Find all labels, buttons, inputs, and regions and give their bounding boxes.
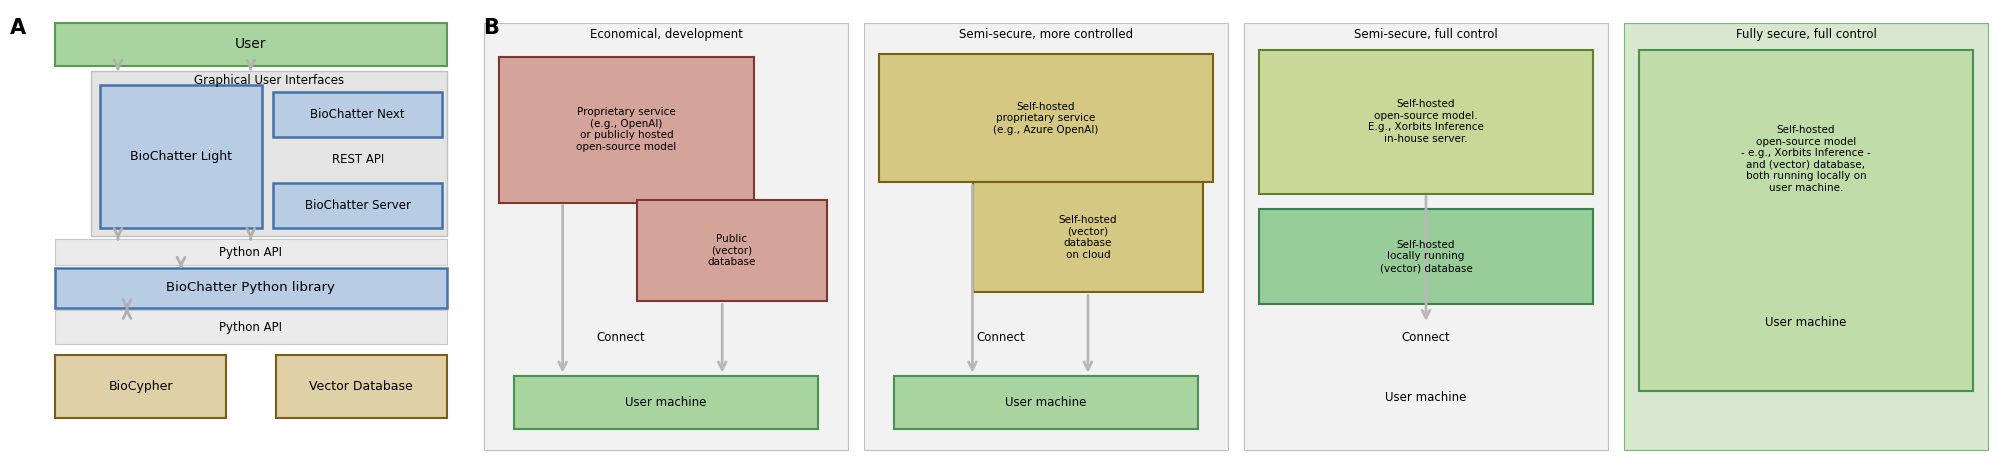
Text: User machine: User machine (626, 396, 706, 409)
Text: Fully secure, full control: Fully secure, full control (1736, 28, 1876, 41)
Text: BioChatter Light: BioChatter Light (130, 150, 232, 163)
FancyBboxPatch shape (878, 54, 1214, 183)
Text: BioChatter Server: BioChatter Server (304, 199, 410, 212)
Text: BioCypher: BioCypher (108, 380, 172, 393)
Text: Connect: Connect (976, 331, 1024, 344)
FancyBboxPatch shape (484, 23, 848, 450)
Text: Public
(vector)
database: Public (vector) database (708, 234, 756, 267)
Text: Self-hosted
proprietary service
(e.g., Azure OpenAI): Self-hosted proprietary service (e.g., A… (994, 102, 1098, 135)
FancyBboxPatch shape (498, 57, 754, 203)
FancyBboxPatch shape (56, 268, 446, 307)
Text: Vector Database: Vector Database (310, 380, 412, 393)
Text: Graphical User Interfaces: Graphical User Interfaces (194, 74, 344, 88)
FancyBboxPatch shape (1624, 23, 1988, 450)
FancyBboxPatch shape (1638, 50, 1974, 391)
FancyBboxPatch shape (274, 183, 442, 228)
FancyBboxPatch shape (92, 71, 446, 236)
Text: Self-hosted
open-source model.
E.g., Xorbits Inference
in-house server.: Self-hosted open-source model. E.g., Xor… (1368, 99, 1484, 144)
Text: Connect: Connect (1402, 331, 1450, 344)
Text: BioChatter Python library: BioChatter Python library (166, 281, 336, 294)
Text: BioChatter Next: BioChatter Next (310, 109, 404, 121)
FancyBboxPatch shape (514, 375, 818, 430)
Text: User machine: User machine (1006, 396, 1086, 409)
Text: Self-hosted
locally running
(vector) database: Self-hosted locally running (vector) dat… (1380, 240, 1472, 273)
FancyBboxPatch shape (1258, 50, 1594, 194)
Text: Semi-secure, more controlled: Semi-secure, more controlled (958, 28, 1134, 41)
Text: Python API: Python API (220, 246, 282, 259)
FancyBboxPatch shape (100, 85, 262, 228)
Text: User machine: User machine (1386, 392, 1466, 404)
FancyBboxPatch shape (1244, 23, 1608, 450)
FancyBboxPatch shape (56, 240, 446, 265)
FancyBboxPatch shape (56, 23, 446, 66)
Text: Connect: Connect (596, 331, 644, 344)
Text: Self-hosted
open-source model
- e.g., Xorbits Inference -
and (vector) database,: Self-hosted open-source model - e.g., Xo… (1742, 125, 1870, 193)
FancyBboxPatch shape (636, 200, 826, 301)
Text: REST API: REST API (332, 154, 384, 166)
FancyBboxPatch shape (56, 310, 446, 344)
Text: Semi-secure, full control: Semi-secure, full control (1354, 28, 1498, 41)
Text: User: User (236, 37, 266, 51)
FancyBboxPatch shape (864, 23, 1228, 450)
Text: Proprietary service
(e.g., OpenAI)
or publicly hosted
open-source model: Proprietary service (e.g., OpenAI) or pu… (576, 107, 676, 152)
Text: Python API: Python API (220, 321, 282, 334)
Text: Self-hosted
(vector)
database
on cloud: Self-hosted (vector) database on cloud (1058, 215, 1118, 260)
Text: Economical, development: Economical, development (590, 28, 742, 41)
FancyBboxPatch shape (276, 355, 446, 418)
Text: User machine: User machine (1766, 316, 1846, 329)
FancyBboxPatch shape (274, 93, 442, 138)
FancyBboxPatch shape (894, 375, 1198, 430)
Text: B: B (484, 18, 500, 38)
FancyBboxPatch shape (974, 183, 1202, 292)
Text: A: A (10, 18, 26, 38)
FancyBboxPatch shape (56, 355, 226, 418)
FancyBboxPatch shape (1258, 209, 1594, 304)
